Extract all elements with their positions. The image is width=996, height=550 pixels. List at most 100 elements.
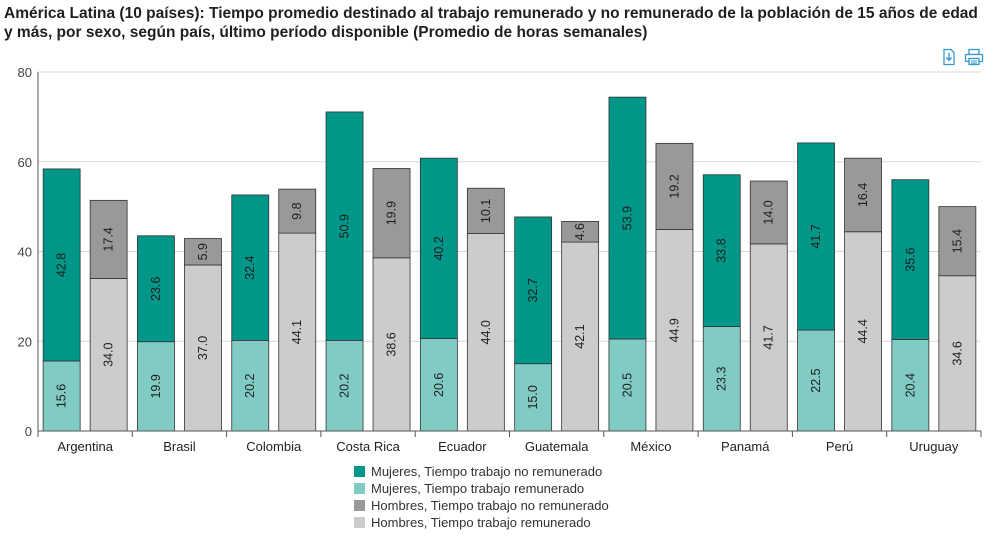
gridlines [38,71,981,342]
bar-series: 15.6 42.8 34.0 17.4 19.9 23.6 37.0 5.9 20.2 32.4 4… [42,96,977,432]
data-label: 19.2 [667,174,681,198]
data-label: 34.6 [950,341,964,365]
legend-label: Hombres, Tiempo trabajo remunerado [371,515,591,530]
bar-hombres-tiempo-trabajo-no-remunerado-mexico[interactable] [655,142,694,230]
bar-hombres-tiempo-trabajo-remunerado-mexico[interactable] [655,229,694,432]
data-label: 32.4 [243,255,257,279]
bar-hombres-tiempo-trabajo-no-remunerado-costa-rica[interactable] [372,168,411,259]
chart-legend: Mujeres, Tiempo trabajo no remunerado Mu… [354,463,609,531]
bar-mujeres-tiempo-trabajo-no-remunerado-colombia[interactable] [231,194,270,341]
data-label: 32.7 [526,278,540,302]
data-label: 20.2 [338,373,352,397]
data-label: 44.1 [290,320,304,344]
legend-item-mujeres-remunerado[interactable]: Mujeres, Tiempo trabajo remunerado [354,480,609,497]
legend-label: Mujeres, Tiempo trabajo remunerado [371,481,585,496]
data-label: 22.5 [809,368,823,392]
x-tick-label: Argentina [57,439,113,454]
data-label: 5.9 [196,243,210,260]
bar-mujeres-tiempo-trabajo-no-remunerado-mexico[interactable] [608,96,647,340]
bar-mujeres-tiempo-trabajo-no-remunerado-panama[interactable] [702,174,741,327]
data-label: 20.6 [432,373,446,397]
bar-mujeres-tiempo-trabajo-no-remunerado-brasil[interactable] [137,235,175,343]
bar-mujeres-tiempo-trabajo-no-remunerado-argentina[interactable] [42,168,81,362]
bar-mujeres-tiempo-trabajo-remunerado-uruguay[interactable] [891,339,930,432]
bar-hombres-tiempo-trabajo-no-remunerado-peru[interactable] [844,157,882,233]
x-tick-label: México [630,439,671,454]
data-label: 20.5 [620,373,634,397]
data-label: 23.6 [149,277,163,301]
data-label: 50.9 [338,214,352,238]
data-label: 10.1 [479,199,493,223]
bar-hombres-tiempo-trabajo-no-remunerado-uruguay[interactable] [938,206,977,277]
y-tick-label: 0 [25,424,32,439]
data-label: 20.4 [903,373,917,397]
x-tick-label: Brasil [163,439,196,454]
legend-label: Hombres, Tiempo trabajo no remunerado [371,498,609,513]
data-label: 42.1 [573,324,587,348]
data-label: 40.2 [432,236,446,260]
y-tick-label: 20 [18,334,32,349]
bar-hombres-tiempo-trabajo-remunerado-colombia[interactable] [278,232,317,432]
bar-hombres-tiempo-trabajo-no-remunerado-colombia[interactable] [278,188,317,234]
bar-mujeres-tiempo-trabajo-remunerado-mexico[interactable] [608,338,647,432]
data-label: 20.2 [243,373,257,397]
bar-mujeres-tiempo-trabajo-no-remunerado-uruguay[interactable] [891,179,930,340]
data-label: 34.0 [102,343,116,367]
data-label: 9.8 [290,202,304,219]
bar-hombres-tiempo-trabajo-remunerado-argentina[interactable] [89,278,128,432]
y-tick-label: 60 [18,155,32,170]
data-label: 4.6 [573,223,587,240]
data-label: 23.3 [715,367,729,391]
data-label: 15.0 [526,385,540,409]
bar-hombres-tiempo-trabajo-no-remunerado-brasil[interactable] [184,238,222,266]
x-tick-label: Uruguay [909,439,959,454]
bar-mujeres-tiempo-trabajo-remunerado-brasil[interactable] [137,341,175,432]
data-label: 35.6 [903,247,917,271]
data-label: 41.7 [809,224,823,248]
data-label: 44.0 [479,320,493,344]
legend-swatch [354,517,365,528]
bar-hombres-tiempo-trabajo-no-remunerado-ecuador[interactable] [466,187,505,234]
data-label: 53.9 [620,206,634,230]
chart-title: América Latina (10 países): Tiempo prome… [4,5,978,41]
print-icon[interactable] [964,48,984,66]
data-label: 16.4 [856,183,870,207]
legend-item-hombres-remunerado[interactable]: Hombres, Tiempo trabajo remunerado [354,514,609,531]
data-label: 15.6 [55,384,69,408]
legend-item-mujeres-no-remunerado[interactable]: Mujeres, Tiempo trabajo no remunerado [354,463,609,480]
x-tick-label: Panamá [721,439,770,454]
data-label: 41.7 [762,325,776,349]
bar-hombres-tiempo-trabajo-remunerado-costa-rica[interactable] [372,257,411,432]
bar-hombres-tiempo-trabajo-no-remunerado-guatemala[interactable] [561,221,600,243]
bar-hombres-tiempo-trabajo-no-remunerado-argentina[interactable] [89,199,128,279]
bar-chart: 15.6 42.8 34.0 17.4 19.9 23.6 37.0 5.9 20.2 32.4 4… [18,65,982,454]
x-tick-label: Ecuador [438,439,487,454]
bar-mujeres-tiempo-trabajo-remunerado-panama[interactable] [702,326,741,432]
bar-mujeres-tiempo-trabajo-remunerado-costa-rica[interactable] [325,339,364,432]
download-icon[interactable] [940,48,958,66]
x-tick-label: Guatemala [525,439,589,454]
data-label: 19.9 [385,201,399,225]
bar-mujeres-tiempo-trabajo-no-remunerado-costa-rica[interactable] [325,111,364,341]
y-tick-label: 80 [18,65,32,80]
data-label: 17.4 [102,227,116,251]
legend-item-hombres-no-remunerado[interactable]: Hombres, Tiempo trabajo no remunerado [354,497,609,514]
x-tick-label: Colombia [246,439,302,454]
data-label: 37.0 [196,336,210,360]
x-tick-label: Perú [826,439,853,454]
bar-mujeres-tiempo-trabajo-no-remunerado-guatemala[interactable] [514,216,553,365]
bar-mujeres-tiempo-trabajo-remunerado-colombia[interactable] [231,339,270,432]
data-label: 38.6 [385,332,399,356]
bar-hombres-tiempo-trabajo-no-remunerado-panama[interactable] [749,180,788,245]
bar-mujeres-tiempo-trabajo-no-remunerado-ecuador[interactable] [419,157,458,339]
data-label: 44.9 [667,318,681,342]
legend-label: Mujeres, Tiempo trabajo no remunerado [371,464,603,479]
legend-swatch [354,483,365,494]
bar-mujeres-tiempo-trabajo-no-remunerado-peru[interactable] [797,142,835,331]
bar-hombres-tiempo-trabajo-remunerado-peru[interactable] [844,231,882,432]
data-label: 42.8 [55,253,69,277]
bar-hombres-tiempo-trabajo-remunerado-ecuador[interactable] [466,233,505,432]
x-tick-label: Costa Rica [336,439,400,454]
data-label: 33.8 [715,238,729,262]
bar-hombres-tiempo-trabajo-remunerado-panama[interactable] [749,243,788,432]
